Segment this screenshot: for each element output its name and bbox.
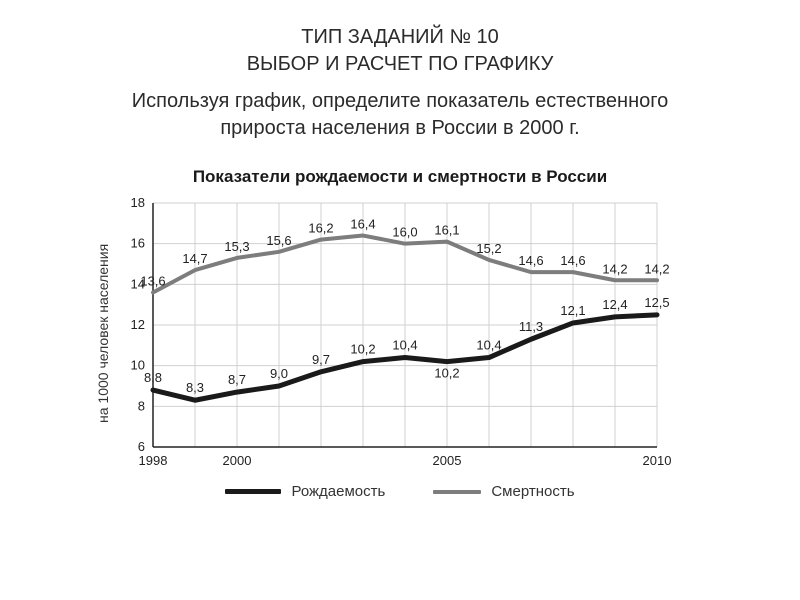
legend-swatch — [225, 489, 281, 494]
legend: Рождаемость Смертность — [89, 483, 711, 500]
svg-text:16: 16 — [131, 236, 145, 251]
heading-line-1: ТИП ЗАДАНИЙ № 10 — [132, 24, 668, 51]
plot-row: на 1000 человек населения 68101214161819… — [89, 193, 711, 473]
svg-text:12: 12 — [131, 317, 145, 332]
value-label: 9,0 — [270, 366, 288, 381]
task-heading: ТИП ЗАДАНИЙ № 10 ВЫБОР И РАСЧЕТ ПО ГРАФИ… — [132, 24, 668, 142]
heading-spacer — [132, 78, 668, 88]
value-label: 10,4 — [392, 338, 417, 353]
heading-line-2: ВЫБОР И РАСЧЕТ ПО ГРАФИКУ — [132, 51, 668, 78]
value-label: 8,7 — [228, 372, 246, 387]
svg-text:2005: 2005 — [433, 453, 462, 468]
value-label: 16,1 — [434, 223, 459, 238]
value-label: 14,7 — [182, 251, 207, 266]
svg-text:8: 8 — [138, 398, 145, 413]
value-label: 16,4 — [350, 217, 375, 232]
value-label: 9,7 — [312, 352, 330, 367]
svg-text:1998: 1998 — [139, 453, 168, 468]
value-label: 12,5 — [644, 295, 669, 310]
value-label: 12,4 — [602, 297, 627, 312]
svg-text:18: 18 — [131, 195, 145, 210]
legend-label: Смертность — [491, 483, 574, 500]
chart-svg: 681012141618199820002005201013,614,715,3… — [111, 193, 671, 473]
value-label: 16,2 — [308, 221, 333, 236]
chart-card: Показатели рождаемости и смертности в Ро… — [80, 160, 720, 523]
legend-item-death: Смертность — [433, 483, 574, 500]
value-label: 14,6 — [518, 253, 543, 268]
y-axis-label: на 1000 человек населения — [89, 193, 111, 473]
value-label: 16,0 — [392, 225, 417, 240]
svg-text:2010: 2010 — [643, 453, 671, 468]
value-label: 12,1 — [560, 303, 585, 318]
value-label: 13,6 — [140, 273, 165, 288]
legend-swatch — [433, 490, 481, 494]
value-label: 10,2 — [434, 366, 459, 381]
svg-text:10: 10 — [131, 358, 145, 373]
chart-plot: 681012141618199820002005201013,614,715,3… — [111, 193, 711, 473]
value-label: 10,4 — [476, 338, 501, 353]
legend-item-birth: Рождаемость — [225, 483, 385, 500]
value-label: 8,3 — [186, 380, 204, 395]
value-label: 11,3 — [519, 319, 543, 334]
legend-label: Рождаемость — [291, 483, 385, 500]
heading-line-4: прироста населения в России в 2000 г. — [132, 115, 668, 142]
value-label: 14,6 — [560, 253, 585, 268]
svg-text:2000: 2000 — [223, 453, 252, 468]
value-label: 15,3 — [224, 239, 249, 254]
value-label: 15,2 — [476, 241, 501, 256]
chart-title: Показатели рождаемости и смертности в Ро… — [89, 167, 711, 187]
value-label: 15,6 — [266, 233, 291, 248]
value-label: 14,2 — [644, 261, 669, 276]
svg-text:6: 6 — [138, 439, 145, 454]
slide: ТИП ЗАДАНИЙ № 10 ВЫБОР И РАСЧЕТ ПО ГРАФИ… — [0, 0, 800, 600]
value-label: 10,2 — [350, 342, 375, 357]
heading-line-3: Используя график, определите показатель … — [132, 88, 668, 115]
value-label: 14,2 — [602, 261, 627, 276]
value-label: 8,8 — [144, 370, 162, 385]
